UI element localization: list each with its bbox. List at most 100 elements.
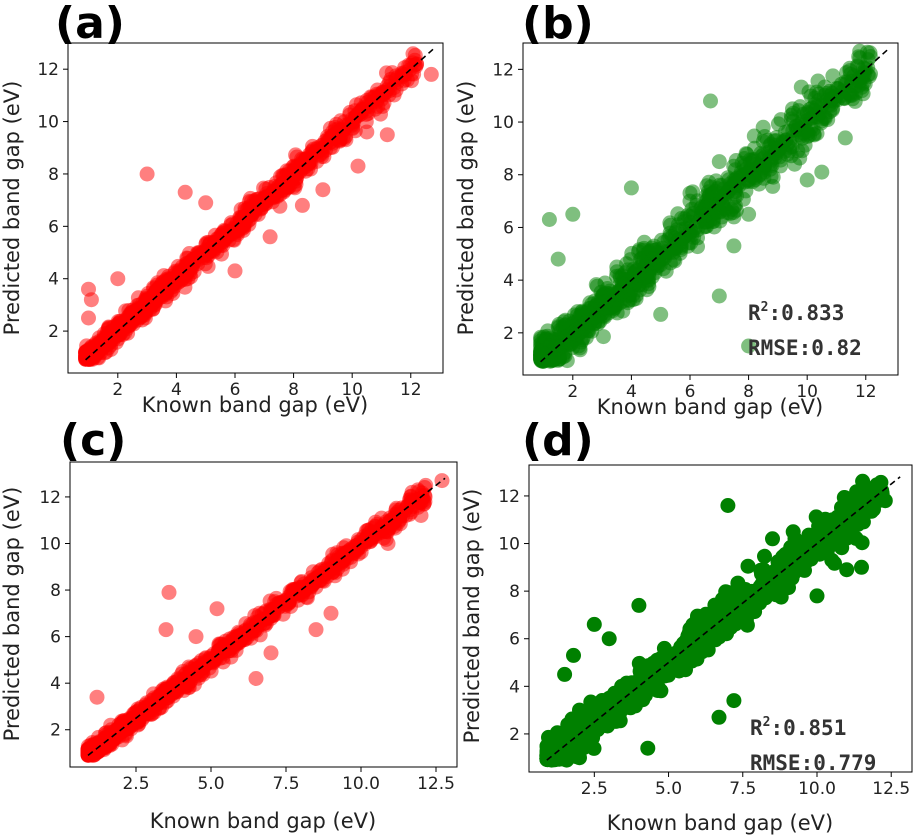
scatter-point [623, 180, 639, 196]
panel-d-x-axis-label: Known band gap (eV) [607, 811, 833, 835]
scatter-point [248, 671, 264, 686]
scatter-point [837, 130, 853, 146]
scatter-point [589, 703, 605, 718]
y-tick-label: 4 [50, 674, 61, 694]
scatter-point [843, 77, 859, 93]
scatter-point [765, 531, 780, 547]
scatter-point [814, 164, 830, 180]
scatter-point [256, 190, 272, 205]
scatter-point [809, 526, 825, 542]
scatter-point [188, 661, 204, 677]
scatter-point [741, 164, 757, 180]
scatter-point [286, 163, 302, 179]
scatter-point [81, 281, 96, 297]
scatter-point [820, 541, 836, 557]
scatter-point [188, 629, 204, 645]
panel-c-x-axis-label: Known band gap (eV) [150, 809, 376, 833]
panel-b-r2-annotation: R2:0.833 [748, 300, 844, 325]
scatter-point [209, 601, 225, 617]
scatter-point [682, 185, 698, 201]
y-tick-label: 8 [503, 166, 514, 186]
x-tick-label: 2.5 [122, 774, 149, 794]
scatter-point [572, 750, 587, 766]
scatter-point [634, 658, 650, 674]
scatter-point [703, 93, 718, 109]
scatter-point [359, 103, 375, 119]
y-tick-label: 8 [48, 165, 59, 185]
scatter-point [571, 324, 587, 340]
scatter-point [168, 266, 184, 281]
scatter-point [586, 616, 602, 632]
scatter-point [735, 597, 751, 613]
scatter-point [718, 584, 734, 600]
y-tick-label: 4 [503, 271, 514, 291]
scatter-point [667, 225, 683, 241]
scatter-point [653, 306, 669, 322]
panel-b-y-axis-label: Predicted band gap (eV) [454, 81, 478, 336]
scatter-point [571, 338, 587, 354]
scatter-point [787, 531, 803, 547]
scatter-point [139, 166, 155, 182]
scatter-point [143, 696, 159, 712]
x-tick-label: 6 [230, 380, 241, 400]
x-tick-label: 2 [567, 382, 578, 402]
scatter-point [158, 622, 174, 638]
x-tick-label: 4 [626, 382, 637, 402]
scatter-point [765, 564, 781, 580]
scatter-point [611, 707, 627, 723]
y-tick-label: 12 [498, 487, 520, 507]
scatter-point [198, 242, 214, 258]
scatter-point [398, 508, 414, 523]
panel-c-y-ticks: 2 4 6 8 10 12 [39, 488, 70, 741]
scatter-point [690, 239, 705, 255]
scatter-point [638, 267, 654, 283]
scatter-point [330, 129, 345, 145]
scatter-point [173, 675, 189, 691]
scatter-point [824, 552, 840, 568]
scatter-point [697, 214, 713, 230]
scatter-point [542, 747, 558, 763]
scatter-point [161, 584, 177, 600]
scatter-point [218, 638, 234, 654]
scatter-point [799, 172, 815, 188]
scatter-point [423, 66, 439, 82]
scatter-point [753, 145, 769, 161]
scatter-point [708, 173, 724, 189]
scatter-point [726, 158, 742, 174]
panel-b-x-axis-label: Known band gap (eV) [597, 395, 823, 419]
scatter-point [551, 726, 567, 742]
scatter-point [720, 498, 736, 513]
panel-a-y-ticks: 2 4 6 8 10 12 [37, 60, 68, 342]
scatter-point [597, 275, 613, 291]
panel-d-x-ticks: 2.5 5.0 7.5 10.0 12.5 [581, 772, 910, 799]
scatter-point [809, 588, 825, 604]
scatter-point [854, 559, 869, 575]
scatter-point [338, 545, 354, 561]
scatter-point [735, 191, 751, 207]
x-tick-label: 12 [855, 382, 877, 402]
scatter-point [755, 119, 771, 135]
y-tick-label: 12 [492, 60, 514, 80]
y-tick-label: 4 [48, 270, 59, 290]
scatter-point [601, 690, 617, 706]
panel-a-label: (a) [55, 0, 125, 49]
scatter-point [110, 271, 126, 287]
scatter-point [814, 98, 830, 114]
scatter-point [859, 504, 875, 520]
scatter-point [300, 156, 316, 171]
y-tick-label: 2 [509, 725, 520, 745]
scatter-point [315, 137, 331, 153]
panel-b-y-ticks: 2 4 6 8 10 12 [492, 60, 523, 344]
panel-d-diagonal [546, 476, 901, 761]
x-tick-label: 12.5 [417, 774, 455, 794]
scatter-point [741, 338, 757, 354]
panel-c-points [80, 473, 450, 763]
scatter-point [794, 547, 810, 563]
scatter-point [722, 206, 738, 221]
x-tick-label: 7.5 [272, 774, 299, 794]
x-tick-label: 4 [171, 380, 182, 400]
scatter-point [125, 313, 140, 329]
y-tick-label: 2 [50, 721, 61, 741]
scatter-point [843, 66, 859, 82]
scatter-point [315, 182, 331, 198]
